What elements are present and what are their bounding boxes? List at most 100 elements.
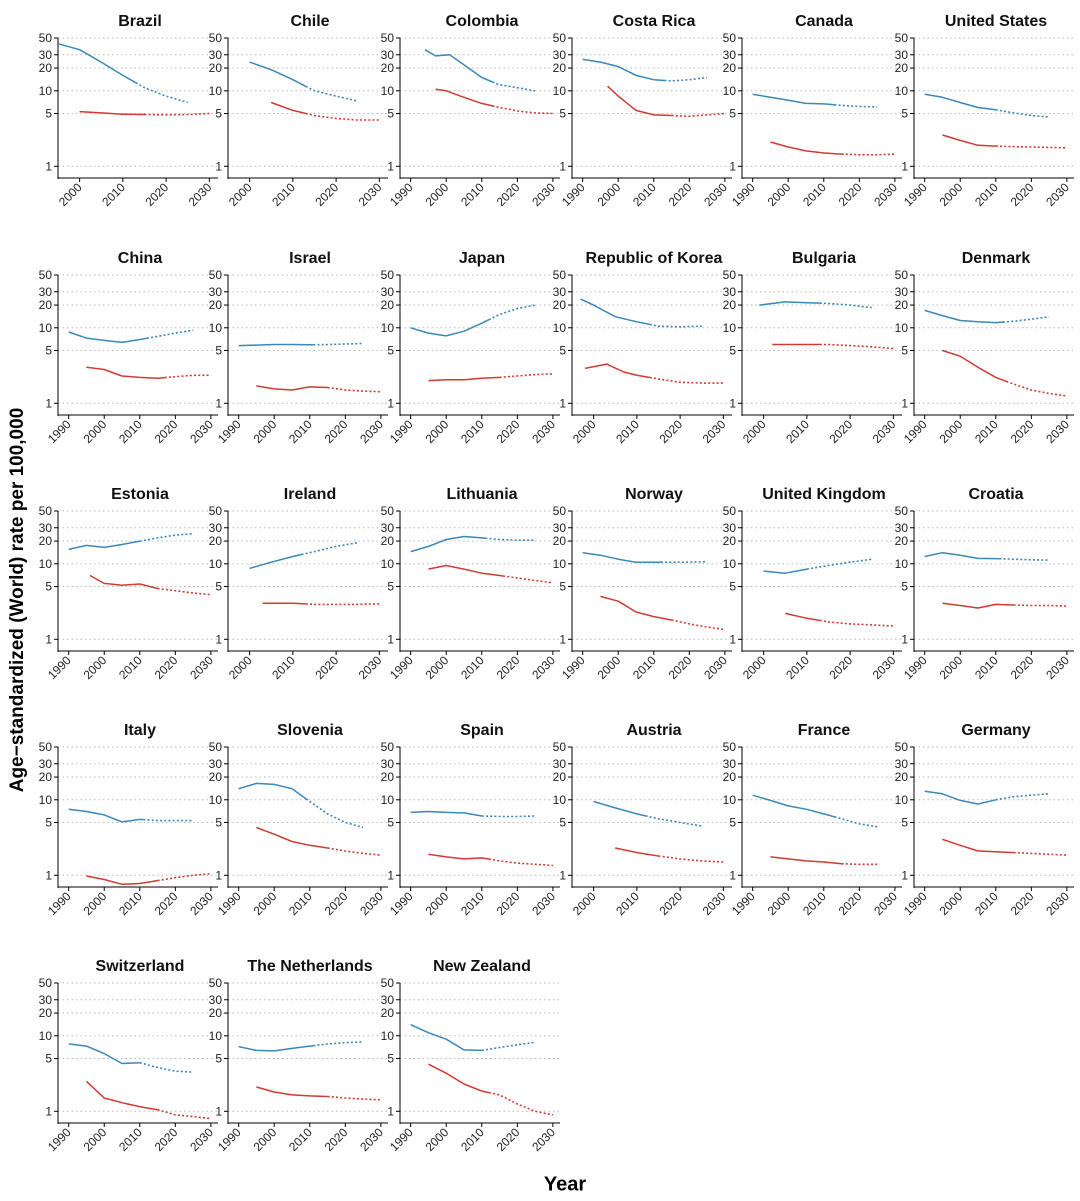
x-tick-label: 2020 xyxy=(1008,889,1037,918)
series-line-projected xyxy=(645,815,702,827)
series-line-projected xyxy=(305,85,358,102)
series-line-observed xyxy=(410,1024,482,1052)
x-tick-label: 1990 xyxy=(215,417,244,446)
panel-title: United States xyxy=(945,13,1047,30)
x-tick-label: 1990 xyxy=(387,889,416,918)
x-tick-label: 2010 xyxy=(630,180,659,209)
y-tick-label: 1 xyxy=(387,868,394,882)
x-tick-label: 2030 xyxy=(529,180,558,209)
y-tick-label: 50 xyxy=(895,740,909,754)
series-line-observed xyxy=(615,847,659,857)
x-tick-label: 2020 xyxy=(494,653,523,682)
x-tick-label: 2000 xyxy=(423,180,452,209)
series-line-projected xyxy=(488,1091,554,1116)
y-tick-label: 5 xyxy=(215,1052,222,1066)
y-tick-label: 30 xyxy=(39,993,53,1007)
panel-title: Slovenia xyxy=(277,722,343,739)
y-tick-label: 20 xyxy=(209,534,223,548)
series-line-observed xyxy=(607,85,672,117)
y-tick-label: 20 xyxy=(895,61,909,75)
x-tick-label: 2010 xyxy=(800,180,829,209)
series-line-projected xyxy=(481,815,536,818)
y-tick-label: 20 xyxy=(553,770,567,784)
series-line-projected xyxy=(995,145,1067,149)
y-tick-label: 50 xyxy=(553,31,567,45)
y-tick-label: 1 xyxy=(559,868,566,882)
y-tick-label: 5 xyxy=(45,816,52,830)
y-tick-label: 20 xyxy=(381,61,395,75)
series-line-projected xyxy=(658,855,724,863)
y-tick-label: 10 xyxy=(39,557,53,571)
series-line-observed xyxy=(924,309,1003,324)
y-tick-label: 30 xyxy=(209,993,223,1007)
y-tick-label: 50 xyxy=(381,976,395,990)
y-tick-label: 30 xyxy=(553,521,567,535)
x-tick-label: 2020 xyxy=(666,653,695,682)
x-tick-label: 1990 xyxy=(215,889,244,918)
x-tick-label: 2020 xyxy=(312,653,341,682)
panel-title: Norway xyxy=(625,486,683,503)
x-tick-label: 2000 xyxy=(226,653,255,682)
y-tick-label: 10 xyxy=(895,793,909,807)
series-line-projected xyxy=(502,575,554,584)
y-tick-label: 50 xyxy=(895,504,909,518)
y-tick-label: 30 xyxy=(39,757,53,771)
x-tick-label: 2020 xyxy=(836,180,865,209)
x-tick-label: 2000 xyxy=(740,653,769,682)
panel-title: Costa Rica xyxy=(613,13,696,30)
y-tick-label: 5 xyxy=(387,107,394,121)
series-line-projected xyxy=(139,1061,194,1073)
y-tick-label: 10 xyxy=(39,1029,53,1043)
x-tick-label: 2000 xyxy=(765,889,794,918)
x-tick-label: 2010 xyxy=(972,180,1001,209)
y-tick-label: 30 xyxy=(381,285,395,299)
y-tick-label: 10 xyxy=(895,557,909,571)
x-tick-label: 2010 xyxy=(116,653,145,682)
series-line-observed xyxy=(428,1063,490,1094)
series-line-observed xyxy=(256,826,328,849)
x-tick-label: 2010 xyxy=(286,1125,315,1154)
series-line-observed xyxy=(270,101,306,115)
x-tick-label: 2010 xyxy=(116,889,145,918)
series-line-observed xyxy=(924,790,996,805)
y-tick-label: 20 xyxy=(39,1006,53,1020)
panel-title: Lithuania xyxy=(446,486,517,503)
series-line-observed xyxy=(942,134,996,147)
series-line-observed xyxy=(582,551,661,563)
y-tick-label: 1 xyxy=(901,632,908,646)
y-tick-label: 1 xyxy=(901,868,908,882)
x-tick-label: 2030 xyxy=(701,653,730,682)
x-tick-label: 2030 xyxy=(187,889,216,918)
y-tick-label: 1 xyxy=(45,1104,52,1118)
x-tick-label: 2010 xyxy=(458,653,487,682)
series-line-projected xyxy=(1013,851,1067,856)
series-line-observed xyxy=(238,1044,314,1052)
series-line-projected xyxy=(819,343,894,350)
x-tick-label: 2000 xyxy=(81,889,110,918)
x-tick-label: 2030 xyxy=(701,180,730,209)
series-line-observed xyxy=(759,301,820,306)
y-tick-label: 5 xyxy=(729,580,736,594)
x-tick-label: 2030 xyxy=(186,180,215,209)
y-tick-label: 30 xyxy=(39,285,53,299)
y-tick-label: 30 xyxy=(209,285,223,299)
series-line-observed xyxy=(249,553,302,570)
x-tick-label: 2030 xyxy=(187,653,216,682)
panel-title: Ireland xyxy=(284,486,336,503)
y-tick-label: 20 xyxy=(39,61,53,75)
series-line-projected xyxy=(313,1041,364,1047)
series-line-observed xyxy=(435,88,493,107)
y-tick-label: 50 xyxy=(553,740,567,754)
series-line-projected xyxy=(305,603,380,606)
y-tick-label: 10 xyxy=(381,1029,395,1043)
series-line-observed xyxy=(79,110,145,116)
y-tick-label: 1 xyxy=(45,868,52,882)
series-line-projected xyxy=(1006,380,1068,397)
